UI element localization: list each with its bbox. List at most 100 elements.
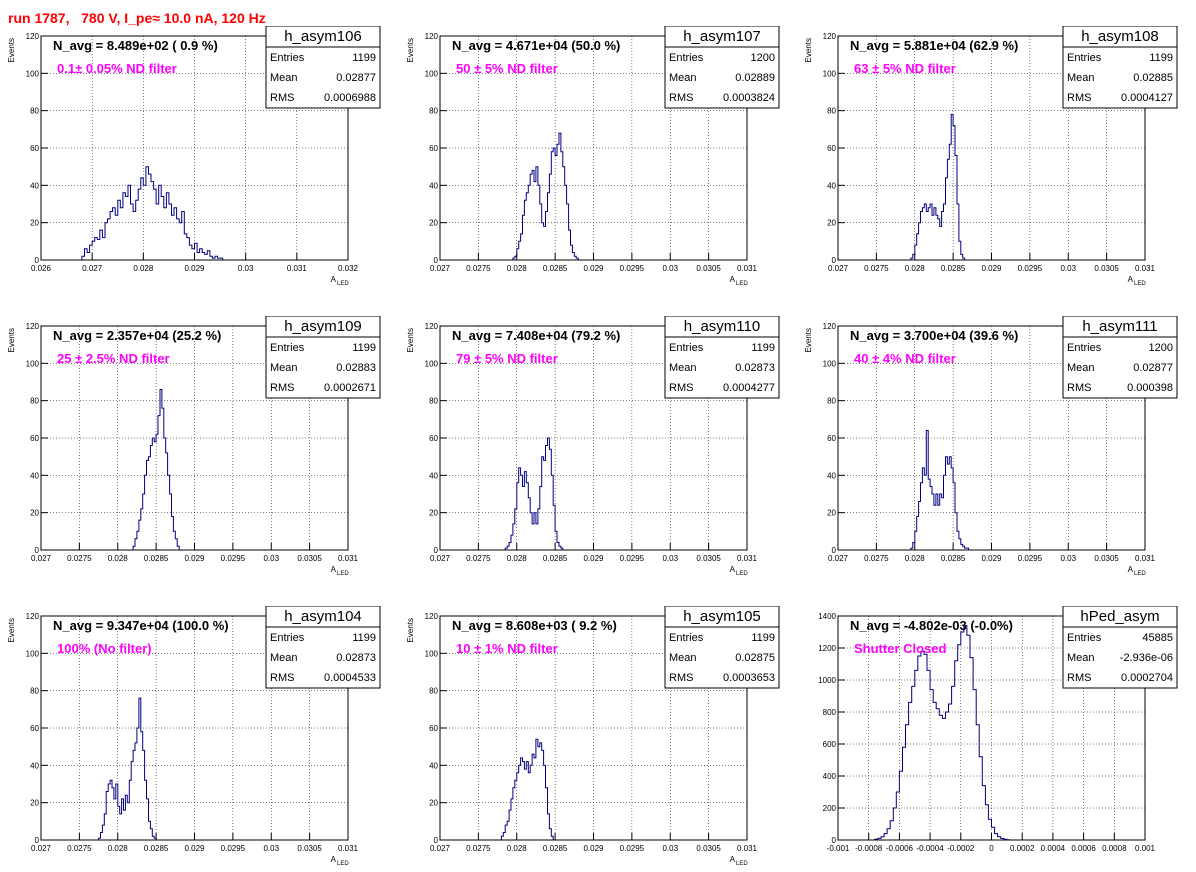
x-tick-label: 0.028 <box>108 554 129 563</box>
x-tick-label: 0.028 <box>507 554 528 563</box>
y-tick-label: 20 <box>827 219 836 228</box>
stats-value: 0.0006988 <box>324 92 376 104</box>
navg-label: N_avg = 3.700e+04 (39.6 %) <box>850 328 1018 343</box>
y-tick-label: 120 <box>425 322 439 331</box>
x-tick-label: 0.0002 <box>1010 844 1035 853</box>
x-tick-label: 0.029 <box>981 264 1002 273</box>
histogram-line <box>132 389 180 550</box>
x-tick-label: 0.0004 <box>1041 844 1066 853</box>
stats-label: Entries <box>669 342 704 354</box>
navg-label: N_avg = 7.408e+04 (79.2 %) <box>452 328 620 343</box>
y-tick-label: 200 <box>823 804 837 813</box>
y-tick-label: 0 <box>434 546 439 555</box>
stats-box <box>265 606 381 689</box>
y-tick-label: 80 <box>30 687 39 696</box>
navg-label: N_avg = 5.881e+04 (62.9 %) <box>850 38 1018 53</box>
stats-value: 0.0004127 <box>1121 92 1173 104</box>
y-tick-label: 120 <box>26 612 40 621</box>
y-tick-label: 100 <box>425 69 439 78</box>
stats-label: RMS <box>270 672 294 684</box>
y-tick-label: 60 <box>429 434 438 443</box>
y-tick-label: 60 <box>30 724 39 733</box>
stats-label: Entries <box>1067 342 1102 354</box>
stats-box <box>1062 606 1178 689</box>
x-tick-label: 0.027 <box>430 844 451 853</box>
histogram-line <box>910 430 969 550</box>
histogram-name: h_asym108 <box>1081 28 1159 45</box>
stats-label: Mean <box>669 72 697 84</box>
y-tick-label: 20 <box>429 219 438 228</box>
stats-label: Entries <box>1067 632 1102 644</box>
x-tick-label: 0.027 <box>31 554 52 563</box>
stats-value: 0.0002671 <box>324 382 376 394</box>
x-tick-label: 0.0295 <box>221 844 246 853</box>
y-tick-label: 80 <box>429 107 438 116</box>
y-tick-label: 40 <box>429 181 438 190</box>
x-axis-label-subscript: LED <box>736 281 748 287</box>
stats-label: RMS <box>669 92 693 104</box>
filter-label: 79 ± 5% ND filter <box>456 351 558 366</box>
stats-label: RMS <box>669 672 693 684</box>
x-tick-label: 0.029 <box>583 844 604 853</box>
x-axis-label: A <box>730 275 736 284</box>
x-tick-label: 0.0305 <box>297 844 322 853</box>
x-tick-label: 0 <box>989 844 994 853</box>
x-tick-label: 0.027 <box>430 264 451 273</box>
stats-value: 1199 <box>1149 52 1173 64</box>
stats-label: Mean <box>1067 72 1095 84</box>
histogram-panel: 0.027 0.0275 0.028 0.0285 0.029 0.0295 0.03 0.0… <box>7 316 381 577</box>
x-tick-label: 0.031 <box>737 264 758 273</box>
y-tick-label: 100 <box>26 359 40 368</box>
x-tick-label: 0.031 <box>737 554 758 563</box>
x-tick-label: 0.03 <box>662 844 678 853</box>
stats-value: 0.0003653 <box>723 672 775 684</box>
stats-label: Entries <box>270 342 305 354</box>
histogram-name: h_asym106 <box>284 28 362 45</box>
navg-label: N_avg = 9.347e+04 (100.0 %) <box>53 618 229 633</box>
stats-value: 1199 <box>751 632 775 644</box>
histogram-panel: 0.027 0.0275 0.028 0.0285 0.029 0.0295 0.03 0.0… <box>406 606 780 867</box>
x-tick-label: 0.001 <box>1135 844 1156 853</box>
y-tick-label: 120 <box>425 612 439 621</box>
y-tick-label: 1200 <box>818 644 836 653</box>
stats-value: 0.02873 <box>735 362 775 374</box>
x-tick-label: 0.031 <box>287 264 308 273</box>
x-tick-label: 0.0006 <box>1071 844 1096 853</box>
y-tick-label: 0 <box>35 256 40 265</box>
stats-box <box>664 316 780 399</box>
x-tick-label: 0.0295 <box>221 554 246 563</box>
x-tick-label: 0.029 <box>184 844 205 853</box>
stats-label: RMS <box>1067 382 1091 394</box>
x-tick-label: 0.029 <box>981 554 1002 563</box>
x-tick-label: 0.0285 <box>543 264 568 273</box>
stats-value: 1199 <box>352 52 376 64</box>
stats-box <box>664 26 780 109</box>
navg-label: N_avg = 2.357e+04 (25.2 %) <box>53 328 221 343</box>
stats-value: 0.02875 <box>735 652 775 664</box>
y-axis-label: Events <box>7 328 16 352</box>
y-tick-label: 120 <box>823 322 837 331</box>
x-tick-label: 0.029 <box>583 554 604 563</box>
y-tick-label: 80 <box>429 397 438 406</box>
y-tick-label: 100 <box>26 649 40 658</box>
y-tick-label: 20 <box>429 799 438 808</box>
filter-label: 50 ± 5% ND filter <box>456 61 558 76</box>
x-tick-label: 0.03 <box>1060 554 1076 563</box>
histogram-panel: 0.026 0.027 0.028 0.029 0.03 0.031 0.032 0 20 40 6… <box>7 26 381 287</box>
x-axis-label-subscript: LED <box>337 861 349 867</box>
x-axis-label: A <box>730 855 736 864</box>
x-tick-label: 0.029 <box>184 264 205 273</box>
stats-box <box>1062 26 1178 109</box>
filter-label: 40 ± 4% ND filter <box>854 351 956 366</box>
y-axis-label: Events <box>406 618 415 642</box>
y-tick-label: 400 <box>823 772 837 781</box>
y-axis-label: Events <box>406 328 415 352</box>
x-tick-label: 0.0275 <box>67 844 92 853</box>
histogram-panel: 0.027 0.0275 0.028 0.0285 0.029 0.0295 0.03 0.0… <box>804 26 1178 287</box>
x-tick-label: 0.0305 <box>297 554 322 563</box>
y-tick-label: 80 <box>30 397 39 406</box>
stats-label: Entries <box>1067 52 1102 64</box>
stats-value: 0.0004277 <box>723 382 775 394</box>
y-tick-label: 0 <box>35 836 40 845</box>
x-axis-label-subscript: LED <box>736 571 748 577</box>
